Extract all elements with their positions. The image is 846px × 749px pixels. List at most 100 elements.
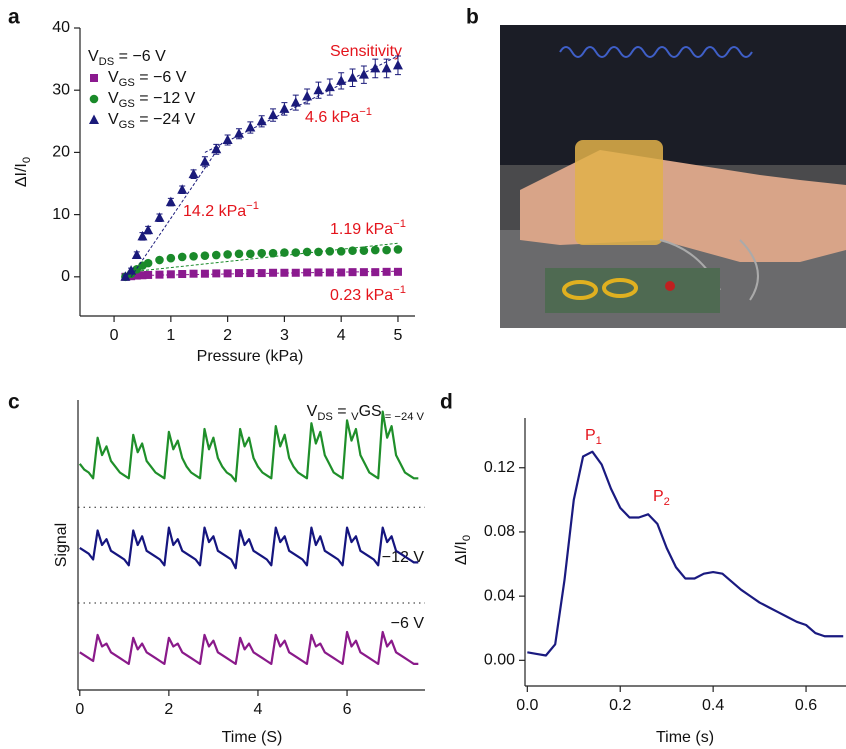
x-tick-label: 4 xyxy=(337,327,346,344)
fit-line xyxy=(130,142,223,278)
text-part: P xyxy=(653,488,664,505)
marker xyxy=(189,269,198,278)
x-tick-label: 0.0 xyxy=(516,697,538,714)
x-tick-label: 1 xyxy=(166,327,175,344)
marker xyxy=(279,103,290,113)
marker xyxy=(314,268,323,277)
x-tick-label: 3 xyxy=(280,327,289,344)
marker xyxy=(359,246,369,255)
text-part: = −12 V xyxy=(135,90,196,107)
panel-label: a xyxy=(8,6,20,29)
text-part: GS xyxy=(359,403,382,420)
marker xyxy=(188,168,199,179)
y-tick-label: 0.08 xyxy=(484,523,515,540)
marker xyxy=(120,271,131,281)
marker xyxy=(371,268,380,277)
photo xyxy=(500,25,846,328)
marker xyxy=(280,248,289,257)
subscript: 0 xyxy=(21,157,33,163)
marker xyxy=(234,249,244,259)
text-part: Sensitivity xyxy=(330,43,402,60)
annotation: 4.6 kPa−1 xyxy=(305,106,372,126)
x-tick-label: 0.2 xyxy=(609,697,631,714)
legend-title: VDS = −6 V xyxy=(88,48,166,68)
marker xyxy=(138,271,147,280)
annotation: −12 V xyxy=(382,549,425,566)
text-part: ΔI/I xyxy=(453,541,470,565)
panel-label: b xyxy=(466,6,479,29)
supscript: −1 xyxy=(393,284,406,296)
text-part: = xyxy=(333,403,351,420)
marker xyxy=(348,268,357,277)
marker xyxy=(336,247,346,256)
marker xyxy=(268,109,279,120)
marker xyxy=(302,247,312,257)
marker xyxy=(257,269,266,278)
y-tick-label: 0.00 xyxy=(484,652,515,669)
marker xyxy=(393,267,402,276)
marker xyxy=(291,268,300,277)
y-tick-label: 40 xyxy=(52,19,70,36)
marker xyxy=(382,245,391,255)
y-tick-label: 10 xyxy=(52,206,70,223)
marker xyxy=(155,255,164,265)
marker xyxy=(269,268,278,277)
marker xyxy=(268,248,278,258)
legend-label: VGS = −24 V xyxy=(108,111,196,131)
x-tick-label: 2 xyxy=(164,701,173,718)
line xyxy=(79,526,419,570)
marker xyxy=(137,230,148,241)
annotation: VDS = VGS = −24 V xyxy=(307,403,425,423)
x-tick-label: 0 xyxy=(75,701,84,718)
marker xyxy=(200,269,209,278)
x-tick-label: 4 xyxy=(254,701,263,718)
marker xyxy=(166,270,175,279)
marker xyxy=(336,75,347,85)
marker xyxy=(234,269,243,278)
annotation: P1 xyxy=(585,427,602,447)
marker xyxy=(246,269,255,278)
marker xyxy=(222,134,233,144)
supscript: −1 xyxy=(393,218,406,230)
button xyxy=(665,281,675,291)
x-tick-label: 0.4 xyxy=(702,697,724,714)
marker xyxy=(154,212,165,222)
subscript: GS xyxy=(119,77,135,89)
legend-label: VGS = −12 V xyxy=(108,90,196,110)
text-part: ΔI/I xyxy=(13,163,30,187)
marker xyxy=(126,265,137,275)
subscript: 2 xyxy=(664,496,670,508)
subscript: DS xyxy=(317,411,333,423)
subscript: 1 xyxy=(596,435,602,447)
marker xyxy=(314,247,323,257)
legend-label: VGS = −6 V xyxy=(108,69,187,89)
marker xyxy=(325,268,334,277)
annotation: 1.19 kPa−1 xyxy=(330,218,406,238)
annotation: 0.23 kPa−1 xyxy=(330,284,406,304)
marker xyxy=(359,268,368,277)
marker xyxy=(246,249,255,259)
subscript: GS xyxy=(119,98,135,110)
y-tick-label: 0.04 xyxy=(484,587,515,604)
text-part: 14.2 kPa xyxy=(183,203,246,220)
y-axis-label: Signal xyxy=(53,523,70,567)
annotation: −6 V xyxy=(391,615,425,632)
marker xyxy=(177,252,187,262)
line xyxy=(527,450,844,657)
marker xyxy=(313,84,324,95)
subscript: = −24 V xyxy=(382,411,425,423)
text-part: = −6 V xyxy=(114,48,166,65)
marker xyxy=(382,267,391,276)
text-part: −12 V xyxy=(382,549,425,566)
x-axis-label: Pressure (kPa) xyxy=(197,348,304,365)
marker xyxy=(392,59,403,70)
marker xyxy=(177,184,188,194)
ring xyxy=(562,280,598,300)
marker xyxy=(325,247,335,256)
annotation: P2 xyxy=(653,488,670,508)
y-tick-label: 20 xyxy=(52,144,70,161)
line xyxy=(79,630,419,665)
x-axis-label: Time (s) xyxy=(656,729,714,746)
marker xyxy=(143,258,153,268)
circuit-board xyxy=(545,268,720,313)
